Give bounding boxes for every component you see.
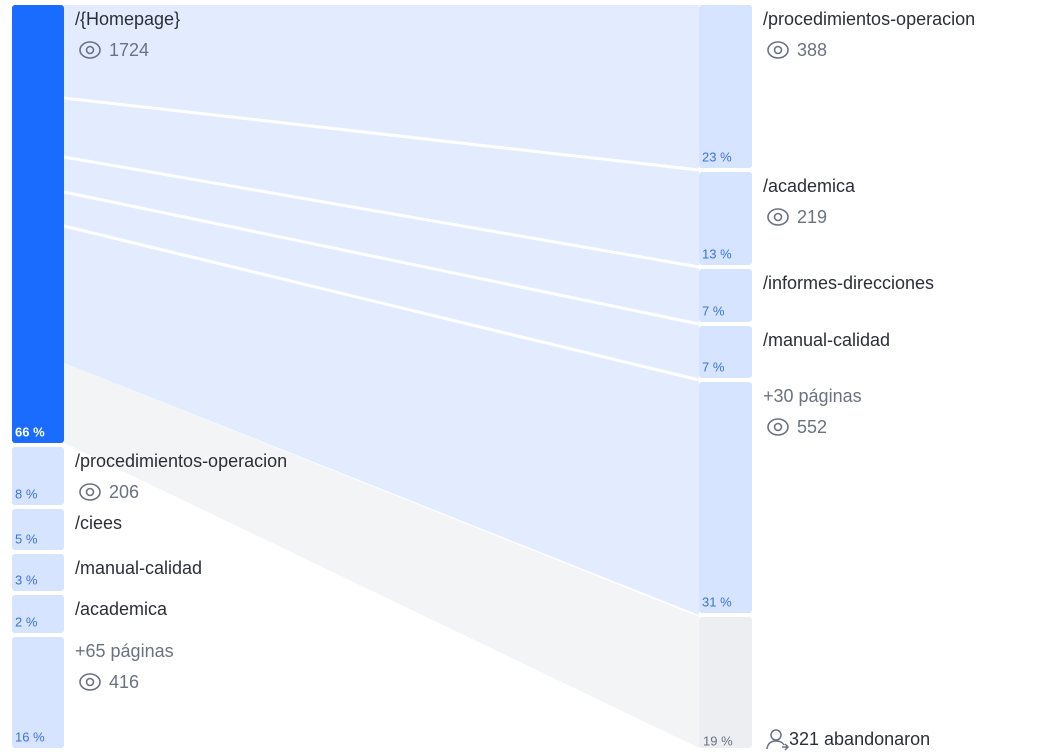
page-node [12,447,64,505]
node-percent: 13 % [702,246,732,261]
exit-label: 321 abandonaron [789,729,930,749]
eye-outline [79,483,101,501]
page-node [12,595,64,633]
node-percent: 7 % [702,359,725,374]
page-views: 1724 [109,40,149,60]
page-node [699,269,752,322]
page-label: /manual-calidad [763,330,890,350]
eye-pupil [773,212,783,222]
page-node [12,554,64,591]
eye-outline [767,208,789,226]
page-label: /academica [75,599,168,619]
eye-pupil [85,677,95,687]
node-percent: 8 % [15,486,38,501]
node-percent: 5 % [15,531,38,546]
flow-band [64,5,699,615]
page-label: /procedimientos-operacion [75,451,287,471]
page-label: /ciees [75,513,122,533]
page-label: /informes-direcciones [763,273,934,293]
page-node [699,172,752,265]
flow-separators [63,96,700,382]
page-views: 206 [109,482,139,502]
page-node [12,5,64,443]
page-node [699,326,752,378]
page-views: 219 [797,207,827,227]
views-icon [79,483,101,501]
user-head [770,729,782,741]
eye-pupil [85,487,95,497]
page-node [699,5,752,168]
user-body [766,740,790,751]
eye-outline [767,418,789,436]
eye-outline [767,41,789,59]
page-node [699,382,752,613]
eye-pupil [85,45,95,55]
views-icon [767,208,789,226]
node-percent: 7 % [702,303,725,318]
exit-icon [766,729,790,751]
eye-outline [79,41,101,59]
node-percent: 66 % [15,424,45,439]
views-icon [767,41,789,59]
node-percent: 16 % [15,729,45,744]
node-percent: 23 % [702,149,732,164]
page-views: 388 [797,40,827,60]
page-label: /academica [763,176,856,196]
page-views: 416 [109,672,139,692]
views-icon [767,418,789,436]
eye-pupil [773,422,783,432]
exit-percent: 19 % [703,733,733,748]
page-views: 552 [797,417,827,437]
page-label: /procedimientos-operacion [763,9,975,29]
exit-band [64,363,699,748]
node-percent: 3 % [15,572,38,587]
page-label: /manual-calidad [75,558,202,578]
page-node [12,509,64,550]
page-label: /{Homepage} [75,9,180,29]
views-icon [79,41,101,59]
exit-node [699,617,752,748]
node-percent: 31 % [702,594,732,609]
eye-pupil [773,45,783,55]
page-label: +65 páginas [75,641,174,661]
node-percent: 2 % [15,614,38,629]
page-node [12,637,64,748]
views-icon [79,673,101,691]
page-label: +30 páginas [763,386,862,406]
eye-outline [79,673,101,691]
